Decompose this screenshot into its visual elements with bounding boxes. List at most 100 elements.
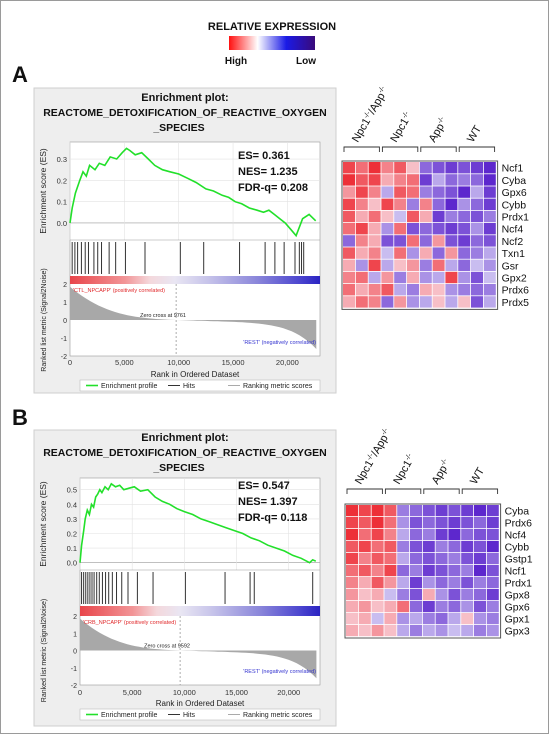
heatmap-cell [483,235,496,247]
expression-legend: RELATIVE EXPRESSION High Low [208,21,336,67]
stat-label: ES= 0.361 [238,150,290,162]
heatmap-cell [483,271,496,284]
heatmap-cell [346,601,358,613]
heatmap-cell [419,210,432,223]
heatmap-cell [346,565,358,577]
x-tick-label: 5,000 [115,358,134,367]
heatmap-cell [394,271,407,284]
heatmap-cell [384,613,397,625]
heatmap-cell [458,259,471,271]
heatmap-cell [448,577,461,589]
heatmap-cell [384,601,397,613]
heatmap-cell [355,210,368,223]
heatmap-cell [343,174,355,186]
gene-label: Cybb [502,199,527,211]
heatmap-cell [355,186,368,198]
heatmap-cell [471,198,483,210]
plot-legend-box [79,379,321,392]
heatmap-cell [410,601,422,613]
heatmap-cell [343,271,355,284]
plot-title-line: Enrichment plot: [141,432,228,444]
heatmap-cell [471,247,483,259]
heatmap-cell [381,259,394,271]
heatmap-cell [445,174,458,186]
heatmap-cell [445,223,458,235]
heatmap-cell [343,284,355,296]
x-axis-label: Rank in Ordered Dataset [151,370,240,379]
heatmap-cell [346,613,358,625]
heatmap-cell [397,601,410,613]
heatmap-cell [368,223,381,235]
heatmap-cell [445,198,458,210]
heatmap-cell [368,247,381,259]
heatmap-cell [461,553,474,565]
heatmap-cell [355,174,368,186]
heatmap-cell [371,589,384,601]
x-tick-label: 0 [78,688,82,697]
panel-a: A Enrichment plot: REACTOME_DETOXIFICATION… [12,62,530,394]
gene-label: Prdx1 [502,212,530,224]
heatmap-cell [483,186,496,198]
legend-title: RELATIVE EXPRESSION [208,21,336,33]
y-tick-label: 0.0 [67,559,77,568]
group-bracket [420,146,457,152]
heatmap-cell [368,259,381,271]
heatmap-cell [397,517,410,529]
heatmap-cell [394,296,407,308]
group-label: Npc1-/-/App-/- [350,85,391,145]
heatmap-cell [483,284,496,296]
heatmap-cell [407,259,419,271]
group-bracket [423,488,460,494]
heatmap-cell [435,589,448,601]
heatmap-cell [461,541,474,553]
gene-label: Prdx6 [505,518,533,530]
gene-label: Ncf4 [502,224,524,236]
heatmap-cell [394,223,407,235]
heatmap-cell [407,223,419,235]
enrichment-profile-line [69,147,317,238]
group-bracket [346,488,383,494]
heatmap-cell [422,505,435,517]
heatmap-cell [410,553,422,565]
heatmap-cell [397,505,410,517]
heatmap-cell [435,529,448,541]
heatmap: Ncf1CybaGpx6CybbPrdx1Ncf4Ncf2Txn1GsrGpx2… [341,85,530,310]
heatmap-cell [474,565,486,577]
heatmap-cell [384,577,397,589]
stat-label: NES= 1.235 [238,166,298,178]
heatmap-cell [346,589,358,601]
heatmap: CybaPrdx6Ncf4CybbGstp1Ncf1Prdx1Gpx8Gpx6G… [344,427,533,639]
ranking-metric-area [70,286,317,349]
heatmap-cell [410,541,422,553]
heatmap-cell [422,553,435,565]
heatmap-cell [368,186,381,198]
heatmap-cell [397,529,410,541]
heatmap-cell [445,259,458,271]
heatmap-cell [461,625,474,637]
heatmap-cell [384,517,397,529]
y-axis-label: Enrichment score (ES) [38,148,48,234]
gene-label: Ncf4 [505,530,527,542]
heatmap-cell [419,174,432,186]
ranking-color-bar [80,606,320,616]
heatmap-cell [474,577,486,589]
heatmap-cell [445,162,458,174]
gene-label: Gpx8 [505,590,530,602]
gene-label: Ncf1 [505,566,527,578]
y2-tick-label: 2 [63,282,67,289]
heatmap-cell [445,235,458,247]
heatmap-cell [432,186,445,198]
heatmap-cell [381,284,394,296]
heatmap-cell [368,296,381,308]
heatmap-cell [410,577,422,589]
heatmap-cell [432,162,445,174]
heatmap-cell [422,565,435,577]
heatmap-cell [486,505,499,517]
heatmap-cell [394,162,407,174]
heatmap-cell [343,186,355,198]
heatmap-cell [355,296,368,308]
heatmap-cell [445,210,458,223]
heatmap-cell [384,529,397,541]
plot-title-line: _SPECIES [152,462,204,474]
heatmap-cell [419,296,432,308]
